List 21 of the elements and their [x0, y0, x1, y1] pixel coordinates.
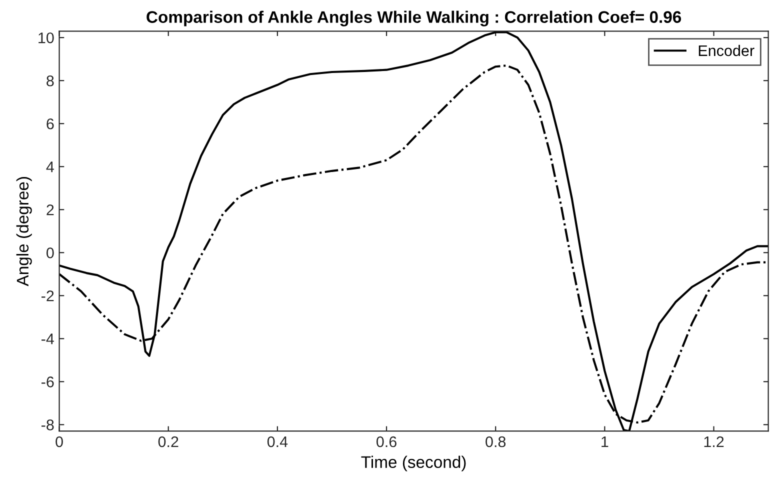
legend-label: Encoder [698, 44, 754, 56]
y-tick-label: 10 [38, 32, 54, 44]
y-tick-label: -6 [42, 376, 54, 388]
y-tick-label: 6 [46, 118, 54, 130]
y-tick-label: -4 [42, 334, 54, 344]
y-axis-title: Angle (degree) [16, 177, 32, 286]
y-tick-label: -2 [42, 290, 54, 302]
y-tick-label: 8 [46, 75, 54, 86]
x-tick-label: 0.8 [486, 436, 506, 448]
x-tick-label: 0.4 [267, 436, 288, 448]
y-tick-label: 4 [46, 162, 54, 172]
x-tick-label: 0 [56, 436, 63, 448]
x-tick-label: 0.2 [158, 436, 178, 448]
x-axis-title: Time (second) [361, 456, 466, 472]
x-tick-label: 0.6 [376, 436, 396, 448]
x-tick-label: 1 [602, 436, 608, 448]
chart-title: Comparison of Ankle Angles While Walking : Correlation Coef= 0.96 [146, 10, 682, 26]
y-tick-label: 0 [46, 247, 54, 258]
x-tick-label: 1.2 [704, 436, 724, 448]
y-tick-label: -8 [42, 420, 54, 430]
y-tick-label: 2 [46, 204, 54, 216]
